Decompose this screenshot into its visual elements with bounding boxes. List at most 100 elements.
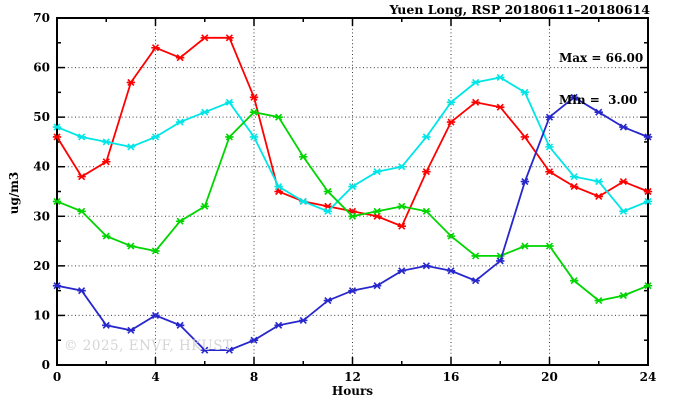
series-red-marker: [102, 158, 111, 166]
series-green-marker: [225, 133, 234, 141]
series-green-marker: [299, 153, 308, 161]
series-green-marker: [274, 113, 283, 121]
series-cyan-marker: [151, 133, 160, 141]
series-green-marker: [446, 232, 456, 240]
series-blue-marker: [348, 287, 357, 295]
series-green-marker: [126, 242, 136, 250]
series-blue-marker: [52, 282, 62, 290]
series-blue-marker: [126, 326, 136, 334]
series-red-marker: [249, 93, 259, 101]
series-blue-marker: [249, 336, 259, 344]
series-cyan-marker: [594, 178, 603, 186]
y-tick-label: 60: [33, 61, 50, 75]
y-tick-label: 0: [42, 358, 50, 372]
series-red-marker: [569, 182, 579, 191]
series-cyan-marker: [545, 143, 554, 151]
series-green-marker: [545, 242, 554, 250]
series-cyan-marker: [372, 168, 382, 176]
series-green-marker: [151, 247, 160, 255]
series-cyan-marker: [102, 138, 111, 146]
series-green-marker: [422, 207, 431, 215]
series-green-marker: [619, 292, 628, 300]
series-cyan-marker: [471, 78, 480, 87]
x-tick-label: 4: [151, 370, 159, 384]
series-blue-marker: [643, 133, 653, 141]
series-cyan-marker: [348, 182, 357, 191]
series-blue-marker: [225, 346, 234, 354]
series-blue-marker: [471, 277, 480, 285]
series-cyan-marker: [77, 133, 86, 141]
series-red-marker: [397, 222, 406, 230]
series-cyan-marker: [323, 207, 333, 215]
y-tick-label: 10: [33, 308, 50, 322]
series-green-marker: [200, 202, 209, 210]
series-cyan-marker: [274, 182, 283, 191]
chart-title: Yuen Long, RSP 20180611–20180614: [389, 2, 650, 17]
series-red-marker: [422, 168, 431, 176]
series-cyan-marker: [175, 118, 185, 126]
series-blue-marker: [619, 123, 628, 131]
series-blue-marker: [151, 311, 160, 319]
series-green-marker: [77, 207, 86, 215]
series-blue-marker: [446, 267, 456, 275]
watermark: © 2025, ENVF, HKUST: [64, 338, 233, 354]
series-cyan-marker: [299, 197, 308, 205]
series-red-marker: [175, 54, 185, 62]
series-blue-marker: [496, 257, 505, 265]
x-tick-label: 0: [53, 370, 61, 384]
series-green-marker: [249, 108, 259, 116]
series-green-marker: [397, 202, 406, 210]
series-cyan-marker: [422, 133, 431, 141]
y-tick-label: 50: [33, 110, 50, 124]
series-cyan-marker: [643, 197, 653, 205]
series-red-marker: [151, 44, 160, 52]
series-red-marker: [520, 133, 530, 141]
series-blue-marker: [569, 93, 579, 101]
series-red-marker: [619, 178, 628, 186]
x-axis-label: Hours: [331, 384, 374, 398]
series-cyan-marker: [446, 98, 456, 106]
series-blue-marker: [594, 108, 603, 116]
series-cyan-marker: [52, 123, 62, 131]
series-cyan-marker: [569, 173, 579, 181]
series-green-marker: [471, 252, 480, 260]
x-tick-label: 20: [541, 370, 558, 384]
series-green-marker: [643, 282, 653, 290]
legend-stats-box: Max = 66.00 Min = 3.00: [559, 23, 643, 135]
x-tick-label: 24: [640, 370, 657, 384]
y-tick-label: 40: [33, 160, 50, 174]
series-red-marker: [594, 192, 603, 201]
series-blue-marker: [274, 321, 283, 329]
series-red-marker: [77, 173, 86, 181]
series-red-marker: [545, 168, 554, 176]
series-green-marker: [520, 242, 530, 250]
series-red-marker: [52, 133, 62, 141]
series-blue-marker: [520, 178, 530, 186]
legend-max-value: Max = 66.00: [559, 51, 644, 65]
series-green-marker: [102, 232, 111, 240]
series-green-marker: [372, 207, 382, 215]
series-red-marker: [643, 187, 653, 196]
series-cyan-marker: [249, 133, 259, 141]
series-blue-marker: [102, 321, 111, 329]
series-red-marker: [496, 103, 505, 111]
series-green-marker: [594, 296, 603, 305]
series-green-marker: [348, 212, 357, 220]
legend-min-value: Min = 3.00: [559, 93, 638, 107]
series-green-marker: [175, 217, 185, 225]
series-cyan-marker: [126, 143, 136, 151]
series-blue-marker: [299, 316, 308, 324]
series-cyan-marker: [619, 207, 628, 215]
series-cyan-marker: [225, 98, 234, 106]
series-green-marker: [52, 197, 62, 205]
y-axis-label: ug/m3: [7, 171, 21, 215]
series-blue-marker: [200, 346, 209, 354]
series-cyan-marker: [496, 73, 505, 82]
series-blue-marker: [422, 262, 431, 270]
series-blue-marker: [77, 287, 86, 295]
series-red-marker: [126, 78, 136, 87]
x-tick-label: 12: [344, 370, 361, 384]
x-tick-label: 8: [250, 370, 258, 384]
